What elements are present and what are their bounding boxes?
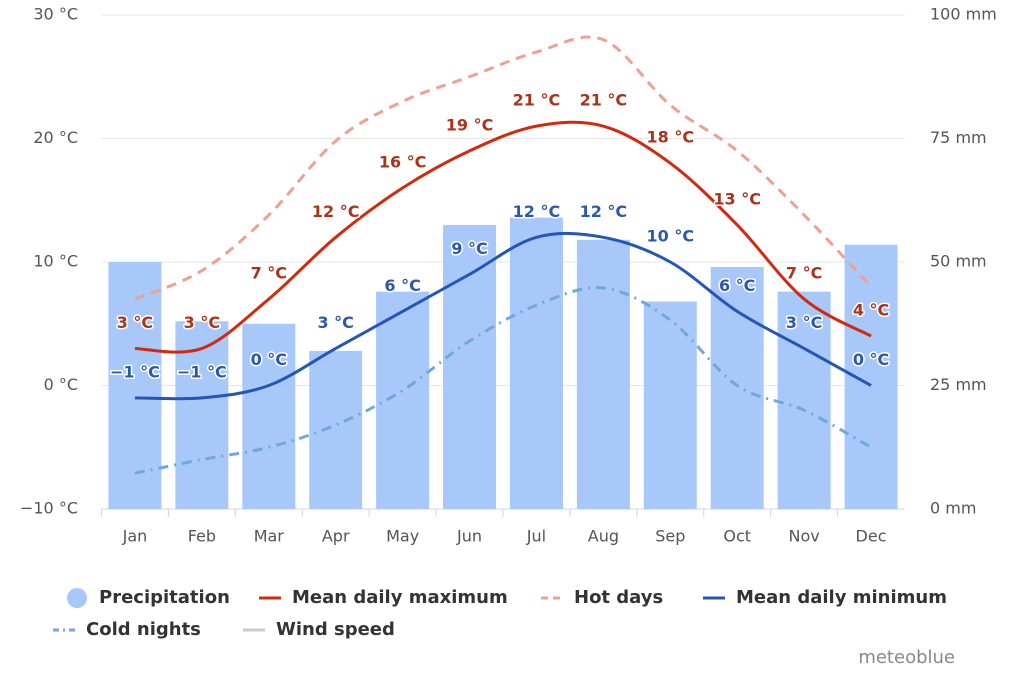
legend-item: Hot days: [541, 587, 663, 608]
data-label: 9 °C: [451, 239, 487, 258]
bar: [443, 224, 497, 509]
x-tick-label: Mar: [254, 527, 285, 546]
data-label: 3 °C: [786, 313, 822, 332]
y2-tick-label: 50 mm: [930, 252, 987, 271]
line: [134, 120, 872, 354]
data-label: 16 °C: [379, 152, 427, 171]
data-label: 7 °C: [251, 264, 287, 283]
legend-label: Wind speed: [276, 619, 395, 640]
legend-item: Wind speed: [243, 619, 395, 640]
bar: [242, 323, 296, 509]
x-tick-label: Jul: [526, 527, 546, 546]
y-tick-label: 0 °C: [44, 375, 78, 394]
data-label: 0 °C: [251, 350, 287, 369]
credit: meteoblue: [858, 647, 955, 668]
data-label: −1 °C: [110, 362, 160, 381]
bar: [710, 266, 764, 509]
data-label: 21 °C: [580, 91, 628, 110]
bar: [643, 301, 697, 509]
legend-symbol: [67, 588, 87, 608]
line: [134, 231, 872, 401]
y2-tick-label: 75 mm: [930, 128, 987, 147]
data-label: 7 °C: [786, 264, 822, 283]
y-tick-label: 20 °C: [33, 128, 78, 147]
y2-tick-label: 25 mm: [930, 375, 987, 394]
legend-label: Mean daily maximum: [292, 587, 508, 608]
data-label: 12 °C: [580, 202, 628, 221]
data-label: 3 °C: [184, 313, 220, 332]
x-tick-label: May: [386, 527, 419, 546]
data-label: 0 °C: [853, 350, 889, 369]
data-label: 6 °C: [719, 276, 755, 295]
data-label: −1 °C: [177, 362, 227, 381]
data-label: 3 °C: [117, 313, 153, 332]
y-tick-label: 10 °C: [33, 252, 78, 271]
legend-label: Hot days: [574, 587, 663, 608]
data-label: 13 °C: [713, 189, 761, 208]
legend-label: Mean daily minimum: [736, 587, 947, 608]
data-label: 18 °C: [647, 128, 695, 147]
x-tick-label: Aug: [588, 527, 619, 546]
data-label: 12 °C: [312, 202, 360, 221]
x-tick-label: Feb: [188, 527, 216, 546]
data-label: 19 °C: [446, 115, 494, 134]
data-label: 3 °C: [317, 313, 353, 332]
legend-item: Mean daily maximum: [259, 587, 508, 608]
data-label: 4 °C: [853, 301, 889, 320]
bar: [576, 239, 630, 509]
data-label: 10 °C: [647, 227, 695, 246]
x-tick-label: Jan: [122, 527, 148, 546]
legend-item: Mean daily minimum: [703, 587, 947, 608]
legend-label: Cold nights: [86, 619, 201, 640]
y-tick-label: 30 °C: [33, 5, 78, 24]
x-tick-label: Apr: [322, 527, 350, 546]
x-tick-label: Jun: [456, 527, 482, 546]
data-label: 21 °C: [513, 91, 561, 110]
data-label: 12 °C: [513, 202, 561, 221]
legend-label: Precipitation: [99, 587, 230, 608]
bar: [509, 217, 563, 510]
bar: [309, 350, 363, 509]
bar: [777, 291, 831, 509]
bar: [376, 291, 430, 509]
y2-tick-label: 0 mm: [930, 499, 976, 518]
x-tick-label: Oct: [723, 527, 751, 546]
legend-item: Precipitation: [67, 587, 230, 608]
x-tick-label: Nov: [789, 527, 820, 546]
x-tick-label: Sep: [655, 527, 685, 546]
legend-item: Cold nights: [53, 619, 201, 640]
y-tick-label: −10 °C: [20, 499, 78, 518]
y2-tick-label: 100 mm: [930, 5, 997, 24]
x-tick-label: Dec: [856, 527, 887, 546]
bar: [108, 262, 162, 509]
data-label: 6 °C: [384, 276, 420, 295]
line: [134, 35, 873, 301]
